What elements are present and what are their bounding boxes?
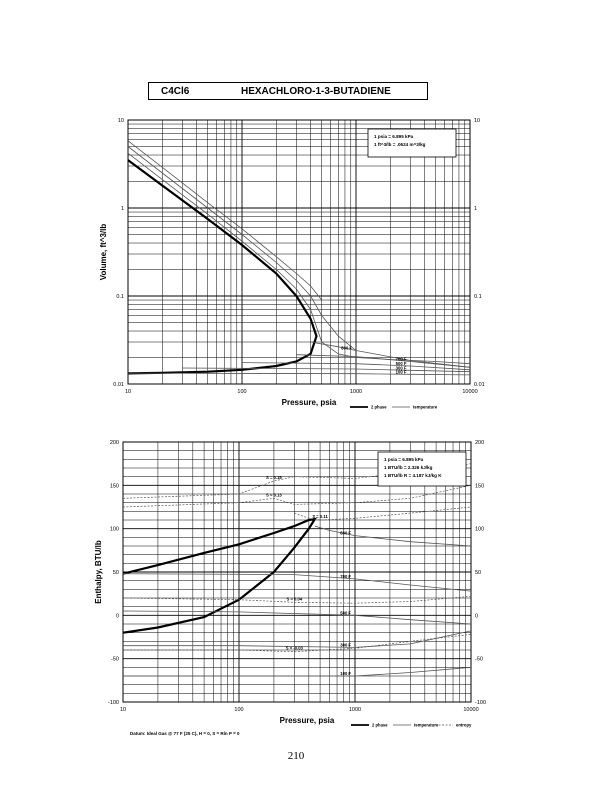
volume-y-tick-label: 0.1	[116, 294, 124, 300]
volume-y-tick-label-right: 10	[474, 118, 480, 124]
volume-x-tick-label: 10	[125, 389, 131, 395]
enthalpy-legend-label: entropy	[456, 723, 472, 728]
chart-title-name: HEXACHLORO-1-3-BUTADIENE	[241, 85, 391, 97]
enthalpy-isotherm-label: 800 F	[340, 531, 351, 536]
enthalpy-y-tick-label: -100	[108, 700, 119, 706]
page-number: 210	[287, 750, 305, 762]
enthalpy-isotherm-label: 500 F	[340, 610, 351, 615]
enthalpy-isotherm-label: 700 F	[340, 574, 351, 579]
volume-y-axis-label: Volume, ft^3/lb	[99, 224, 108, 281]
enthalpy-isotherm	[314, 525, 472, 547]
enthalpy-info-line: 1 BTU/lb R = 4.187 kJ/kg K	[384, 473, 442, 478]
enthalpy-y-tick-label-right: -100	[475, 700, 486, 706]
volume-series-temperature	[127, 152, 471, 365]
enthalpy-y-tick-label-right: 200	[475, 440, 484, 446]
enthalpy-y-tick-label-right: 50	[475, 570, 481, 576]
enthalpy-info-box	[377, 451, 467, 487]
volume-isotherm	[182, 367, 471, 373]
enthalpy-entropy-label: S = 0.11	[312, 514, 328, 519]
volume-info-line: 1 psia = 6.895 kPa	[374, 134, 414, 139]
volume-x-axis-label: Pressure, psia	[282, 398, 337, 407]
volume-isotherm	[127, 372, 471, 376]
volume-isotherm-label: 800 F	[341, 346, 352, 351]
volume-y-tick-label-right: 0.1	[474, 294, 482, 300]
enthalpy-y-tick-label-right: -50	[475, 657, 483, 663]
volume-y-tick-label: 0.01	[113, 382, 124, 388]
enthalpy-x-tick-label: 10	[120, 707, 126, 713]
enthalpy-info-line: 1 psia = 6.895 kPa	[384, 457, 424, 462]
enthalpy-x-tick-label: 10000	[463, 707, 478, 713]
volume-info-box	[367, 128, 457, 158]
enthalpy-entropy-line	[294, 506, 472, 521]
enthalpy-y-tick-label: 50	[113, 570, 119, 576]
volume-isotherm-label: 500 F	[396, 361, 407, 366]
volume-isotherm	[241, 362, 471, 371]
enthalpy-entropy-label: S = 0.04	[286, 596, 302, 601]
chart-title-formula: C4Cl6	[161, 85, 190, 97]
volume-isotherm	[310, 341, 471, 368]
volume-y-tick-label-right: 1	[474, 206, 477, 212]
enthalpy-entropy-label: S = 0.13	[266, 492, 282, 497]
volume-plot-frame	[127, 119, 471, 385]
enthalpy-y-tick-label: 200	[110, 440, 119, 446]
volume-isotherm	[296, 354, 471, 368]
enthalpy-isotherm	[122, 573, 472, 592]
volume-isotherm-label: 300 F	[396, 365, 407, 370]
volume-isotherm-label: 700 F	[396, 357, 407, 362]
enthalpy-y-tick-label-right: 0	[475, 613, 478, 619]
volume-y-tick-label-right: 0.01	[474, 382, 485, 388]
enthalpy-y-tick-label: 100	[110, 527, 119, 533]
volume-series-2-phase	[127, 159, 318, 375]
enthalpy-entropy-line	[122, 595, 472, 604]
enthalpy-x-axis-label: Pressure, psia	[280, 716, 335, 725]
volume-y-tick-label: 1	[121, 206, 124, 212]
volume-legend-label: 2 phase	[371, 405, 387, 410]
enthalpy-legend-label: 2 phase	[372, 723, 388, 728]
datum-note: Datum: Ideal Gas @ 77 F (25 C), H = 0, S…	[130, 731, 240, 736]
volume-series-temperature	[127, 146, 357, 351]
enthalpy-y-tick-label: -50	[111, 657, 119, 663]
volume-series-temperature	[127, 140, 323, 301]
enthalpy-isotherm	[122, 610, 472, 625]
volume-x-tick-label: 100	[237, 389, 246, 395]
enthalpy-info-line: 1 BTU/lb = 2.326 kJ/kg	[384, 465, 433, 470]
enthalpy-x-tick-label: 100	[234, 707, 243, 713]
enthalpy-isotherm	[123, 666, 472, 677]
volume-info-line: 1 ft^3/lb = .0624 m^3/kg	[374, 142, 426, 147]
enthalpy-y-tick-label: 0	[116, 613, 119, 619]
enthalpy-y-tick-label-right: 150	[475, 483, 484, 489]
enthalpy-y-tick-label: 150	[110, 483, 119, 489]
enthalpy-y-axis-label: Enthalpy, BTU/lb	[94, 540, 103, 604]
volume-x-tick-label: 10000	[462, 389, 477, 395]
volume-legend-label: temperature	[413, 405, 438, 410]
enthalpy-y-tick-label-right: 100	[475, 527, 484, 533]
enthalpy-isotherm-label: 300 F	[340, 642, 351, 647]
enthalpy-isotherm	[123, 630, 472, 648]
chart-title-box: C4Cl6 HEXACHLORO-1-3-BUTADIENE	[148, 82, 428, 100]
enthalpy-isotherm-label: 100 F	[340, 671, 351, 676]
enthalpy-entropy-line	[123, 634, 472, 653]
enthalpy-x-tick-label: 1000	[349, 707, 361, 713]
volume-isotherm-label: 100 F	[396, 369, 407, 374]
enthalpy-legend-label: temperature	[414, 723, 439, 728]
enthalpy-entropy-label: S = 0.15	[266, 475, 282, 480]
enthalpy-entropy-label: S = -0.03	[286, 646, 304, 651]
volume-y-tick-label: 10	[118, 118, 124, 124]
volume-x-tick-label: 1000	[350, 389, 362, 395]
enthalpy-entropy-line	[122, 484, 472, 508]
